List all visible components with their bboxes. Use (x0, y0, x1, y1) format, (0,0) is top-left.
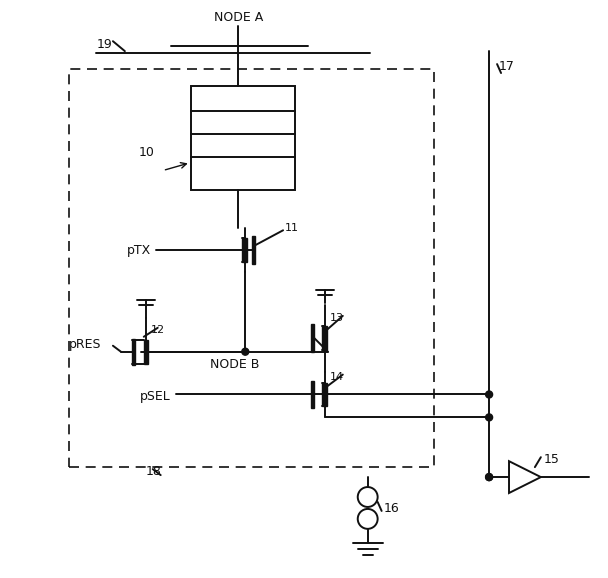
Text: pSEL: pSEL (140, 390, 171, 403)
Circle shape (486, 473, 492, 480)
Bar (243, 238, 247, 262)
Bar (252, 236, 255, 264)
Bar (143, 340, 148, 364)
Text: 14: 14 (330, 372, 344, 381)
Bar (322, 326, 327, 350)
Text: NODE A: NODE A (213, 11, 263, 24)
Text: 17: 17 (499, 60, 515, 73)
Bar (311, 324, 314, 351)
Text: NODE B: NODE B (210, 358, 260, 371)
Circle shape (242, 348, 249, 355)
Text: 19: 19 (97, 38, 112, 51)
Text: pTX: pTX (126, 244, 151, 257)
Text: 12: 12 (151, 325, 165, 335)
Circle shape (358, 509, 378, 529)
Text: 10: 10 (139, 146, 154, 159)
Text: pRES: pRES (69, 338, 102, 351)
Text: 16: 16 (384, 502, 399, 516)
Circle shape (486, 414, 492, 421)
Text: 13: 13 (330, 313, 344, 323)
Bar (311, 380, 314, 409)
Bar (132, 339, 135, 365)
Circle shape (486, 473, 492, 480)
Polygon shape (509, 461, 541, 493)
Bar (190, 86, 295, 191)
Text: 15: 15 (544, 453, 560, 466)
Text: 11: 11 (285, 223, 299, 234)
Circle shape (358, 487, 378, 507)
Text: 18: 18 (146, 465, 162, 477)
Bar (322, 383, 327, 406)
Circle shape (486, 391, 492, 398)
